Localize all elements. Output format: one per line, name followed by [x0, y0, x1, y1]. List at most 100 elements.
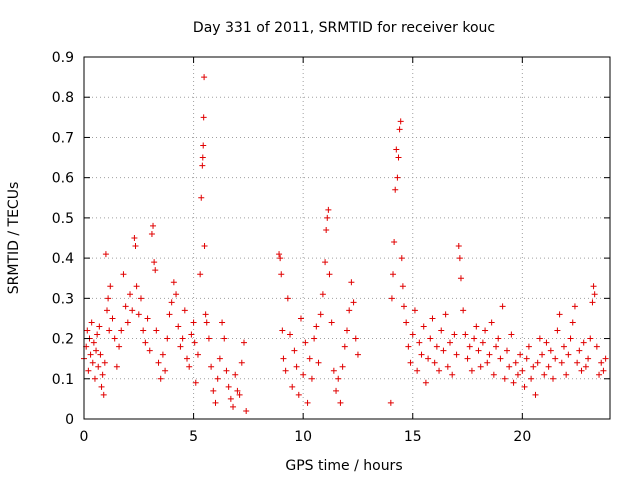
- data-point: [475, 347, 482, 354]
- data-point: [216, 355, 223, 362]
- data-point: [278, 271, 285, 278]
- data-point: [98, 383, 105, 390]
- data-point: [425, 355, 432, 362]
- data-point: [101, 359, 108, 366]
- data-point: [151, 259, 158, 266]
- data-point: [302, 339, 309, 346]
- data-point: [510, 379, 517, 386]
- data-point: [429, 315, 436, 322]
- data-point: [534, 359, 541, 366]
- data-point: [495, 335, 502, 342]
- data-point: [528, 375, 535, 382]
- data-point: [155, 359, 162, 366]
- data-point: [133, 283, 140, 290]
- data-point: [400, 303, 407, 310]
- y-axis-label: SRMTID / TECUs: [6, 182, 22, 295]
- data-point: [127, 291, 134, 298]
- data-point: [589, 299, 596, 306]
- data-point: [234, 387, 241, 394]
- data-point: [116, 343, 123, 350]
- ticks-layer: 0 0.1 0.2 0.3 0.4 0.5 0.6 0.7 0.8 0.9 0 5 10 15 20: [52, 50, 610, 445]
- data-point: [477, 363, 484, 370]
- data-point: [545, 363, 552, 370]
- data-point: [325, 206, 332, 213]
- data-point: [188, 331, 195, 338]
- data-point: [580, 339, 587, 346]
- data-point: [394, 174, 401, 181]
- data-point: [422, 379, 429, 386]
- data-point: [190, 319, 197, 326]
- data-point: [328, 319, 335, 326]
- data-point: [517, 351, 524, 358]
- data-point: [462, 331, 469, 338]
- data-point: [447, 339, 454, 346]
- data-point: [122, 303, 129, 310]
- data-point: [313, 323, 320, 330]
- data-point: [525, 343, 532, 350]
- data-point: [153, 327, 160, 334]
- data-point: [451, 331, 458, 338]
- data-point: [403, 319, 410, 326]
- data-point: [184, 355, 191, 362]
- data-point: [199, 154, 206, 161]
- data-point: [90, 339, 97, 346]
- data-point: [221, 335, 228, 342]
- data-point: [203, 319, 210, 326]
- data-point: [346, 307, 353, 314]
- data-point: [397, 118, 404, 125]
- data-point: [427, 335, 434, 342]
- data-point: [198, 194, 205, 201]
- data-point: [414, 367, 421, 374]
- data-point: [137, 295, 144, 302]
- data-point: [440, 347, 447, 354]
- data-point: [280, 355, 287, 362]
- data-point: [418, 351, 425, 358]
- data-point: [348, 279, 355, 286]
- data-point: [89, 359, 96, 366]
- data-point: [315, 359, 322, 366]
- data-point: [571, 303, 578, 310]
- data-point: [523, 355, 530, 362]
- y-tick-label: 0.6: [52, 171, 74, 187]
- data-point: [395, 154, 402, 161]
- data-point: [304, 399, 311, 406]
- data-point: [479, 339, 486, 346]
- data-point: [409, 331, 416, 338]
- data-point: [337, 399, 344, 406]
- data-point: [433, 343, 440, 350]
- data-point: [473, 323, 480, 330]
- data-point: [179, 335, 186, 342]
- data-point: [501, 375, 508, 382]
- data-point: [593, 343, 600, 350]
- data-point: [585, 355, 592, 362]
- data-point: [460, 307, 467, 314]
- data-point: [276, 251, 283, 258]
- data-point: [93, 347, 100, 354]
- y-tick-label: 0.9: [52, 50, 74, 66]
- data-point: [85, 367, 92, 374]
- data-point: [521, 383, 528, 390]
- data-point: [482, 327, 489, 334]
- data-point: [519, 367, 526, 374]
- data-point: [457, 275, 464, 282]
- data-point: [102, 251, 109, 258]
- data-point: [591, 291, 598, 298]
- data-point: [236, 391, 243, 398]
- data-point: [232, 371, 239, 378]
- grid-layer: [84, 57, 610, 419]
- data-point: [514, 371, 521, 378]
- data-point: [565, 351, 572, 358]
- data-point: [438, 327, 445, 334]
- data-point: [205, 335, 212, 342]
- data-point: [238, 359, 245, 366]
- data-point: [175, 323, 182, 330]
- data-point: [157, 375, 164, 382]
- data-point: [552, 355, 559, 362]
- data-point: [453, 351, 460, 358]
- data-point: [177, 343, 184, 350]
- data-point: [99, 371, 106, 378]
- data-point: [295, 391, 302, 398]
- data-point: [387, 399, 394, 406]
